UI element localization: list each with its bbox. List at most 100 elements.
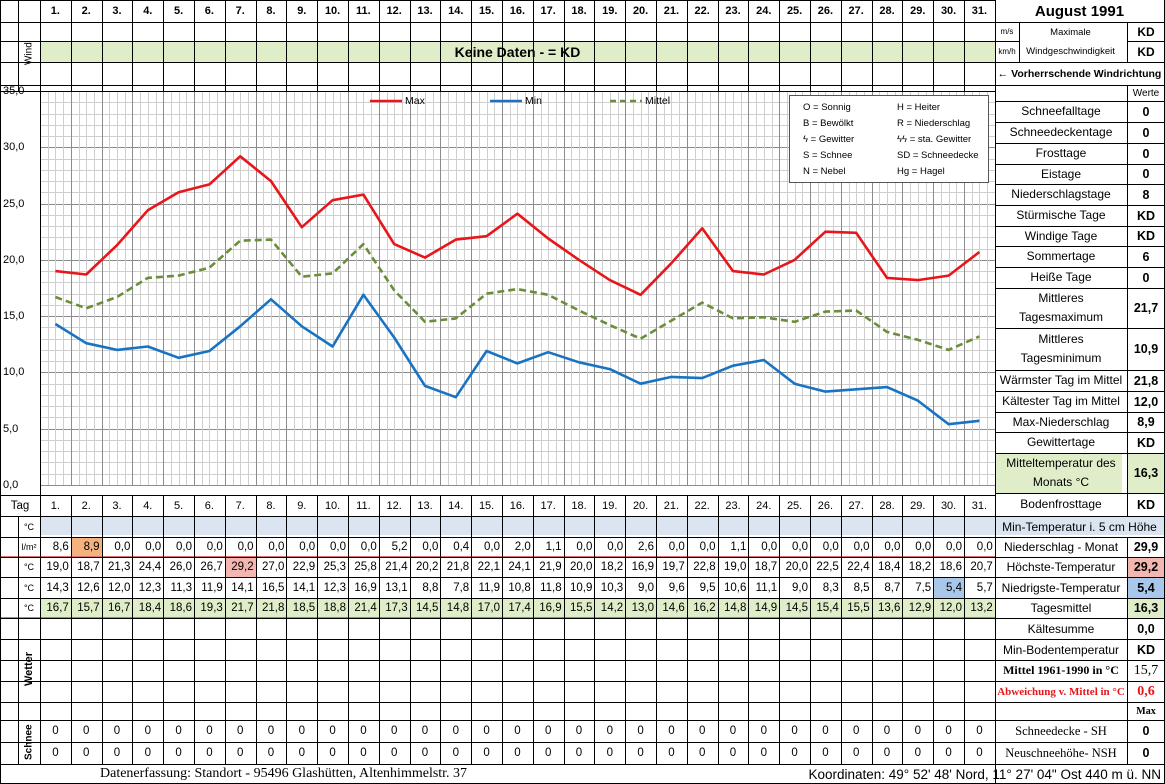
snow-1-28: 0 xyxy=(883,747,891,759)
chart-gridline-v xyxy=(71,91,72,485)
grid-line xyxy=(995,184,1164,185)
day-footer-5: 5. xyxy=(173,499,184,512)
grid-line xyxy=(471,495,472,764)
day-header-25: 25. xyxy=(786,5,803,17)
day-header-22: 22. xyxy=(694,5,710,17)
day-footer-11: 11. xyxy=(356,499,371,512)
day-footer-15: 15. xyxy=(478,499,495,512)
val-0-19 xyxy=(594,516,625,537)
y-tick-4: 20,0 xyxy=(3,254,25,266)
grid-line xyxy=(995,660,1164,661)
stat-label-15: Mitteltemperatur des Monats °C xyxy=(1006,456,1116,489)
row-label-0: Min-Temperatur i. 5 cm Höhe xyxy=(1002,519,1157,534)
val-1-29: 0,0 xyxy=(915,541,932,553)
stat-label-13: Max-Niederschlag xyxy=(1012,414,1110,429)
snow-1-18: 0 xyxy=(575,747,583,759)
grid-line xyxy=(440,0,441,91)
val-1-25: 0,0 xyxy=(791,541,808,553)
grid-line xyxy=(0,0,1,784)
tmax-max-cell xyxy=(224,557,256,577)
val-2-16: 24,1 xyxy=(508,561,531,573)
val-0-11 xyxy=(348,516,379,537)
val-2-2: 18,7 xyxy=(77,561,100,573)
val-3-3: 12,0 xyxy=(108,581,131,594)
grid-line xyxy=(564,0,565,91)
val-4-22: 16,2 xyxy=(693,602,716,614)
grid-line xyxy=(1127,537,1128,702)
grid-line xyxy=(0,702,995,703)
day-header-17: 17. xyxy=(540,5,556,17)
chart-gridline-v xyxy=(748,91,749,485)
code-left-0: O = Sonnig xyxy=(803,102,851,113)
min-temp-summary-bg xyxy=(1127,577,1165,598)
day-footer-2: 2. xyxy=(81,499,91,512)
val-0-27 xyxy=(841,516,872,537)
val-1-24: 0,0 xyxy=(761,541,778,553)
stat-value-12: 12,0 xyxy=(1133,394,1159,409)
val-3-15: 11,9 xyxy=(478,581,500,594)
day-footer-20: 20. xyxy=(632,499,649,512)
val-4-12: 17,3 xyxy=(385,602,408,614)
chart-gridline-v xyxy=(741,91,742,485)
snow-0-30: 0 xyxy=(945,725,952,737)
chart-gridline-v xyxy=(725,91,726,485)
code-right-3: SD = Schneedecke xyxy=(897,150,979,161)
grid-line xyxy=(471,0,472,91)
row-unit-3: °C xyxy=(23,582,35,593)
grid-line xyxy=(1127,22,1128,62)
val-1-22: 0,0 xyxy=(699,541,716,553)
snow-0-9: 0 xyxy=(298,725,305,737)
val-2-1: 19,0 xyxy=(46,561,69,573)
stat-label-12: Kältester Tag im Mittel xyxy=(1002,394,1120,408)
chart-gridline-v xyxy=(217,91,218,485)
val-1-2: 8,9 xyxy=(83,541,100,553)
grid-line xyxy=(995,101,1164,102)
stat-value-3: 0 xyxy=(1142,167,1150,181)
day-header-5: 5. xyxy=(173,5,184,17)
row-summary-1: 29,9 xyxy=(1133,540,1159,554)
snow-0-25: 0 xyxy=(791,725,798,737)
val-0-5 xyxy=(163,516,194,537)
grid-line xyxy=(0,617,995,618)
snow-1-12: 0 xyxy=(390,747,398,759)
val-4-4: 18,4 xyxy=(138,602,162,614)
chart-gridline-v xyxy=(710,91,711,485)
stat-label-1: Schneedeckentage xyxy=(1009,125,1113,139)
grid-line xyxy=(995,143,1164,144)
snow-1-15: 0 xyxy=(483,747,490,759)
val-1-18: 0,0 xyxy=(576,541,593,553)
grid-line xyxy=(102,495,103,764)
val-2-15: 22,1 xyxy=(477,561,500,573)
wetter-label: Wetter xyxy=(23,651,35,687)
grid-line xyxy=(995,577,1164,578)
chart-gridline-v xyxy=(587,91,588,485)
day-header-6: 6. xyxy=(204,5,214,17)
grid-line xyxy=(995,391,1164,392)
val-4-26: 15,4 xyxy=(816,602,839,614)
grid-line xyxy=(810,0,811,91)
val-0-28 xyxy=(872,516,903,537)
chart-gridline-v xyxy=(340,91,341,485)
day-header-12: 12. xyxy=(386,5,402,17)
grid-line xyxy=(995,493,1164,494)
snow-1-10: 0 xyxy=(329,747,336,759)
grid-line xyxy=(0,660,995,661)
grid-line xyxy=(841,495,842,764)
extra-value-3: 0,6 xyxy=(1137,683,1155,699)
chart-gridline-v xyxy=(363,91,364,485)
grid-line xyxy=(0,720,995,721)
extra-label-0: Kältesumme xyxy=(1027,621,1095,636)
weather-code-legend xyxy=(789,95,989,183)
day-footer-26: 26. xyxy=(817,499,834,512)
chart-gridline-v xyxy=(140,91,141,485)
extra-label-1: Min-Bodentemperatur xyxy=(1002,642,1120,657)
val-4-31: 13,2 xyxy=(970,602,993,614)
val-1-6: 0,0 xyxy=(206,541,223,553)
grid-line xyxy=(718,495,719,764)
chart-gridline-v xyxy=(387,91,388,485)
legend-label-min: Min xyxy=(525,95,542,107)
stat-label-4: Niederschlagstage xyxy=(1011,187,1111,201)
chart-gridline-v xyxy=(525,91,526,485)
val-4-15: 17,0 xyxy=(477,602,500,614)
y-tick-5: 25,0 xyxy=(3,198,25,210)
